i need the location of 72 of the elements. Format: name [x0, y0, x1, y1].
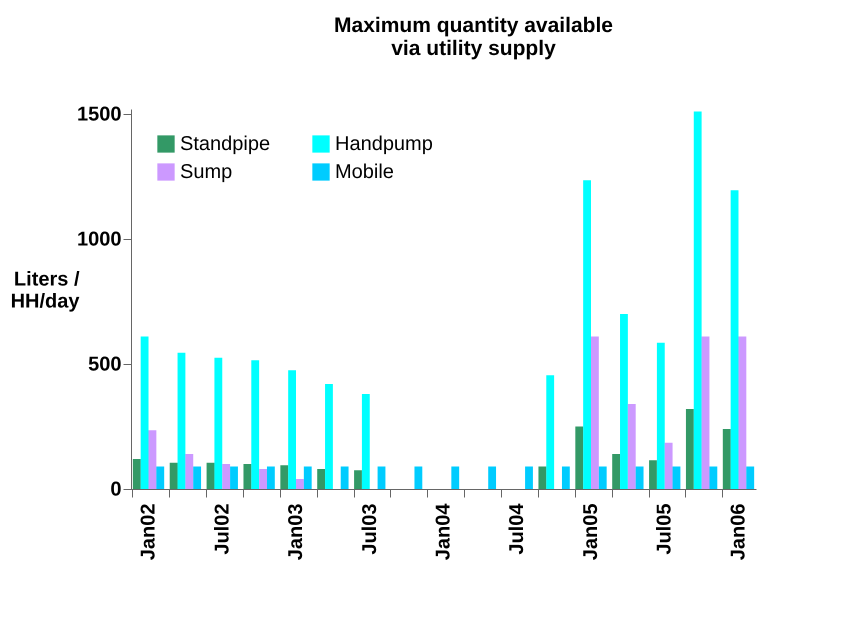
bar	[288, 370, 296, 489]
bar	[354, 470, 362, 489]
bar	[709, 466, 718, 489]
bar	[206, 462, 214, 489]
bar	[488, 466, 496, 489]
bar	[525, 466, 533, 489]
bar	[583, 180, 591, 489]
bar	[178, 352, 186, 489]
bar	[185, 454, 194, 489]
bar	[590, 336, 599, 489]
x-tick-label: Jan03	[285, 504, 308, 560]
bar	[325, 384, 333, 489]
bar	[694, 112, 702, 489]
bar	[686, 409, 694, 489]
bar	[538, 466, 546, 489]
bar	[746, 466, 754, 489]
bar	[148, 430, 156, 489]
bar	[193, 466, 202, 489]
legend-label: Handpump	[335, 133, 433, 155]
bar	[628, 404, 636, 489]
chart-title: Maximum quantity available via utility supply	[334, 14, 613, 60]
x-tick-label: Jul05	[654, 504, 676, 555]
bar	[656, 342, 665, 489]
bar	[304, 466, 312, 489]
bar	[664, 442, 673, 489]
bar	[722, 429, 731, 489]
x-tick-label: Jul03	[358, 504, 381, 555]
bar	[612, 454, 620, 489]
y-tick-label: 1000	[77, 228, 122, 250]
bar	[296, 479, 304, 489]
bar	[170, 462, 178, 489]
bar	[738, 336, 746, 489]
bar	[598, 466, 607, 489]
bar	[317, 469, 326, 489]
bar	[214, 358, 222, 489]
bar	[243, 464, 252, 489]
x-tick-label: Jan06	[727, 504, 750, 560]
bar	[562, 466, 570, 489]
x-tick-label: Jan02	[138, 504, 160, 560]
bar	[730, 190, 738, 489]
legend-label: Sump	[180, 161, 232, 183]
bar	[672, 466, 680, 489]
bar	[636, 466, 644, 489]
bar	[259, 469, 267, 489]
bar	[649, 460, 657, 489]
y-axis-title: Liters / HH/day	[10, 268, 80, 312]
y-tick-label: 500	[88, 354, 122, 376]
bar	[620, 314, 628, 489]
x-tick-label: Jul02	[211, 504, 234, 555]
bar	[575, 426, 584, 489]
bar	[266, 466, 275, 489]
bar	[251, 360, 260, 489]
x-tick-label: Jul04	[506, 502, 528, 555]
x-tick-label: Jan05	[580, 504, 602, 560]
bar	[156, 466, 164, 489]
legend-label: Standpipe	[180, 133, 270, 155]
bar	[280, 465, 288, 489]
x-tick-label: Jan04	[432, 502, 454, 560]
bar	[546, 375, 554, 489]
bar	[362, 394, 370, 489]
bar	[702, 336, 710, 489]
bar	[132, 459, 141, 489]
bar	[222, 464, 230, 489]
y-tick-label: 1500	[77, 104, 122, 126]
bar	[378, 466, 386, 489]
bar	[451, 466, 460, 489]
bar	[230, 466, 238, 489]
y-tick-label: 0	[110, 478, 122, 500]
bar	[140, 336, 149, 489]
bar	[340, 466, 349, 489]
bar	[414, 466, 422, 489]
legend-label: Mobile	[335, 161, 394, 183]
